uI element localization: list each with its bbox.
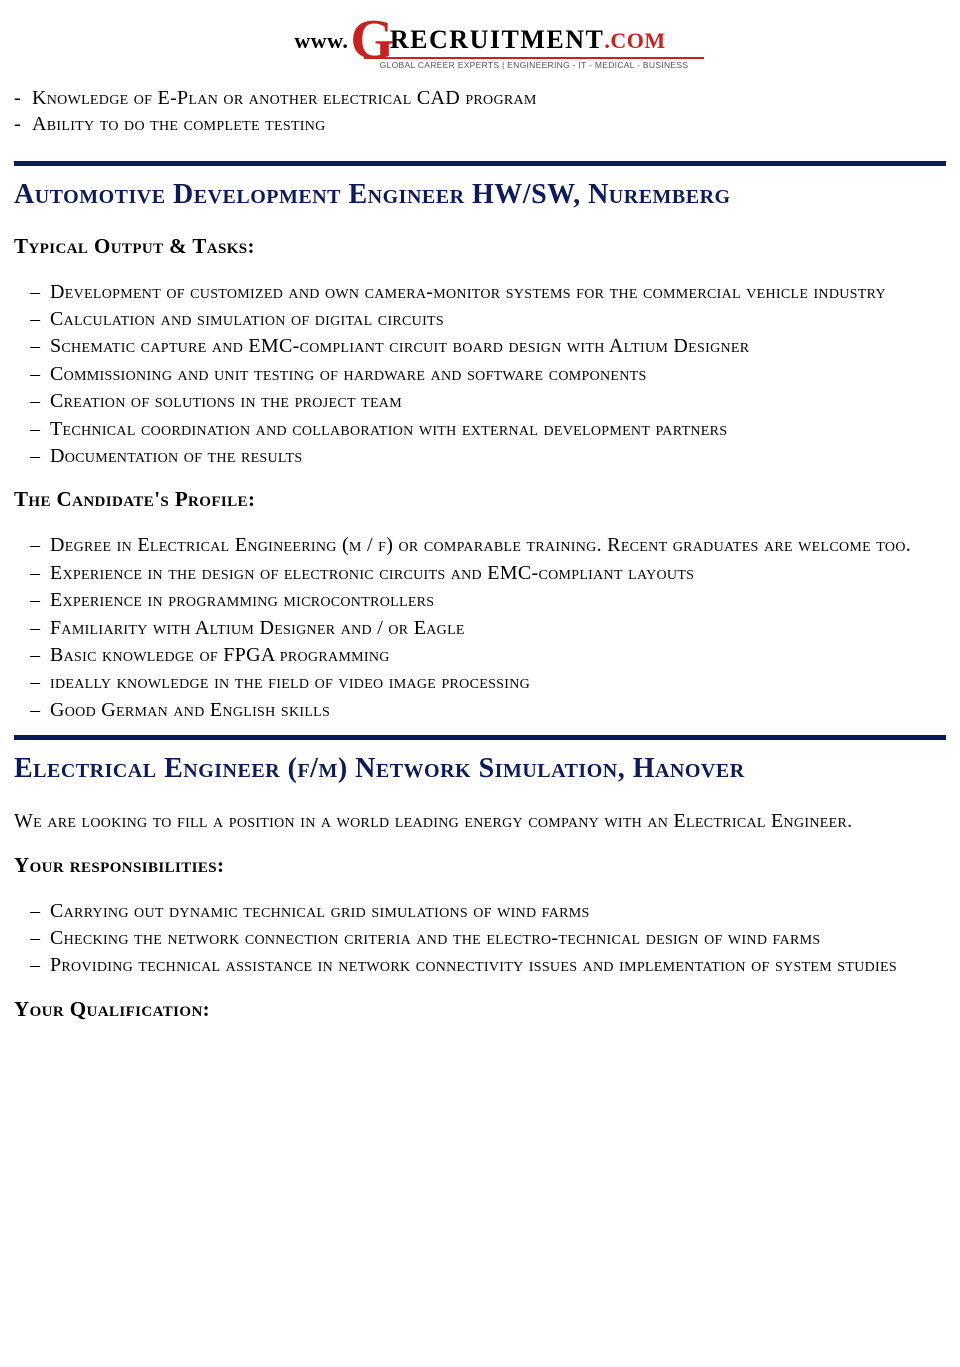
dash-list-item: –Experience in the design of electronic … bbox=[14, 560, 946, 586]
en-dash-bullet: – bbox=[14, 669, 50, 695]
section-heading: The Candidate's Profile: bbox=[14, 487, 946, 512]
hyphen-bullet: - bbox=[14, 85, 32, 111]
dash-list-item: –ideally knowledge in the field of video… bbox=[14, 669, 946, 695]
dash-list: –Degree in Electrical Engineering (m / f… bbox=[14, 532, 946, 723]
dash-list-text: Experience in the design of electronic c… bbox=[50, 560, 946, 586]
en-dash-bullet: – bbox=[14, 532, 50, 558]
section-heading: Your responsibilities: bbox=[14, 853, 946, 878]
dash-list-text: Providing technical assistance in networ… bbox=[50, 952, 946, 978]
hyphen-bullet: - bbox=[14, 111, 32, 137]
intro-list-text: Ability to do the complete testing bbox=[32, 111, 326, 137]
dash-list-text: ideally knowledge in the field of video … bbox=[50, 669, 946, 695]
dash-list-item: –Creation of solutions in the project te… bbox=[14, 388, 946, 414]
dash-list-text: Checking the network connection criteria… bbox=[50, 925, 946, 951]
dash-list-item: –Schematic capture and EMC-compliant cir… bbox=[14, 333, 946, 359]
en-dash-bullet: – bbox=[14, 443, 50, 469]
en-dash-bullet: – bbox=[14, 361, 50, 387]
logo-www-text: www. bbox=[294, 28, 348, 54]
en-dash-bullet: – bbox=[14, 697, 50, 723]
section-heading: Your Qualification: bbox=[14, 997, 946, 1022]
en-dash-bullet: – bbox=[14, 388, 50, 414]
en-dash-bullet: – bbox=[14, 642, 50, 668]
dash-list-text: Carrying out dynamic technical grid simu… bbox=[50, 898, 946, 924]
dash-list-item: –Documentation of the results bbox=[14, 443, 946, 469]
logo-underline bbox=[364, 57, 704, 59]
logo-recruitment-text: RECRUITMENT bbox=[390, 25, 604, 55]
en-dash-bullet: – bbox=[14, 279, 50, 305]
dash-list-item: –Degree in Electrical Engineering (m / f… bbox=[14, 532, 946, 558]
en-dash-bullet: – bbox=[14, 333, 50, 359]
dash-list-item: –Basic knowledge of FPGA programming bbox=[14, 642, 946, 668]
dash-list-text: Basic knowledge of FPGA programming bbox=[50, 642, 946, 668]
dash-list-item: –Commissioning and unit testing of hardw… bbox=[14, 361, 946, 387]
dash-list-item: –Technical coordination and collaboratio… bbox=[14, 416, 946, 442]
dash-list-item: –Development of customized and own camer… bbox=[14, 279, 946, 305]
dash-list-text: Technical coordination and collaboration… bbox=[50, 416, 946, 442]
en-dash-bullet: – bbox=[14, 416, 50, 442]
section-divider bbox=[14, 735, 946, 740]
dash-list-item: –Checking the network connection criteri… bbox=[14, 925, 946, 951]
dash-list: –Carrying out dynamic technical grid sim… bbox=[14, 898, 946, 979]
dash-list-text: Calculation and simulation of digital ci… bbox=[50, 306, 946, 332]
dash-list-text: Degree in Electrical Engineering (m / f)… bbox=[50, 532, 946, 558]
en-dash-bullet: – bbox=[14, 306, 50, 332]
section-divider bbox=[14, 161, 946, 166]
dash-list: –Development of customized and own camer… bbox=[14, 279, 946, 470]
en-dash-bullet: – bbox=[14, 898, 50, 924]
dash-list-item: –Providing technical assistance in netwo… bbox=[14, 952, 946, 978]
logo-tagline: GLOBAL CAREER EXPERTS | ENGINEERING - IT… bbox=[364, 60, 704, 70]
section-heading: Typical Output & Tasks: bbox=[14, 234, 946, 259]
en-dash-bullet: – bbox=[14, 952, 50, 978]
dash-list-text: Schematic capture and EMC-compliant circ… bbox=[50, 333, 946, 359]
dash-list-item: –Familiarity with Altium Designer and / … bbox=[14, 615, 946, 641]
document-body: -Knowledge of E-Plan or another electric… bbox=[0, 85, 960, 1052]
logo-com-text: .COM bbox=[604, 28, 665, 54]
intro-list-item: -Knowledge of E-Plan or another electric… bbox=[14, 85, 946, 111]
en-dash-bullet: – bbox=[14, 560, 50, 586]
en-dash-bullet: – bbox=[14, 925, 50, 951]
dash-list-text: Experience in programming microcontrolle… bbox=[50, 587, 946, 613]
dash-list-item: –Experience in programming microcontroll… bbox=[14, 587, 946, 613]
en-dash-bullet: – bbox=[14, 615, 50, 641]
dash-list-text: Commissioning and unit testing of hardwa… bbox=[50, 361, 946, 387]
job-title: Automotive Development Engineer HW/SW, N… bbox=[14, 178, 946, 212]
job-intro-paragraph: We are looking to fill a position in a w… bbox=[14, 808, 946, 835]
en-dash-bullet: – bbox=[14, 587, 50, 613]
dash-list-text: Development of customized and own camera… bbox=[50, 279, 946, 305]
dash-list-text: Documentation of the results bbox=[50, 443, 946, 469]
header-logo: www. G RECRUITMENT .COM GLOBAL CAREER EX… bbox=[0, 0, 960, 79]
dash-list-text: Creation of solutions in the project tea… bbox=[50, 388, 946, 414]
intro-bullet-list: -Knowledge of E-Plan or another electric… bbox=[14, 85, 946, 137]
intro-list-text: Knowledge of E-Plan or another electrica… bbox=[32, 85, 537, 111]
job-title: Electrical Engineer (f/m) Network Simula… bbox=[14, 752, 946, 786]
dash-list-item: –Calculation and simulation of digital c… bbox=[14, 306, 946, 332]
dash-list-item: –Good German and English skills bbox=[14, 697, 946, 723]
dash-list-text: Good German and English skills bbox=[50, 697, 946, 723]
dash-list-text: Familiarity with Altium Designer and / o… bbox=[50, 615, 946, 641]
intro-list-item: -Ability to do the complete testing bbox=[14, 111, 946, 137]
logo-g-text: G bbox=[350, 18, 394, 63]
dash-list-item: –Carrying out dynamic technical grid sim… bbox=[14, 898, 946, 924]
